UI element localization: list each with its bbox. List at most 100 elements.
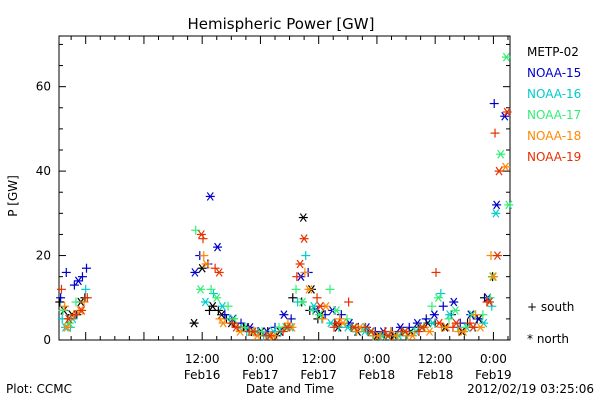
- y-tick-label: 60: [36, 80, 51, 94]
- north-marker: [315, 301, 325, 311]
- marker-stroke: [190, 318, 198, 328]
- north-marker: [213, 242, 223, 252]
- south-marker: [300, 267, 310, 277]
- north-marker: [189, 318, 199, 328]
- marker-stroke: [502, 162, 510, 172]
- north-marker: [491, 208, 501, 218]
- south-marker: [55, 297, 65, 307]
- south-marker: [82, 263, 92, 273]
- north-marker: [196, 230, 206, 239]
- north-marker: [231, 322, 241, 332]
- marker-stroke: [426, 327, 433, 336]
- marker-stroke: [424, 318, 432, 328]
- marker-stroke: [350, 322, 358, 332]
- south-marker: [81, 284, 91, 294]
- south-marker: [431, 267, 441, 277]
- north-marker: [218, 318, 228, 328]
- legend-entry: NOAA-18: [527, 129, 581, 143]
- marker-stroke: [435, 318, 443, 328]
- north-marker: [429, 310, 439, 320]
- marker-stroke: [333, 318, 341, 328]
- legend-entry: NOAA-19: [527, 150, 581, 164]
- north-marker: [400, 327, 410, 336]
- marker-stroke: [316, 310, 323, 320]
- marker-stroke: [214, 242, 222, 252]
- south-marker: [70, 310, 80, 320]
- north-marker: [496, 149, 506, 159]
- marker-stroke: [413, 318, 421, 328]
- marker-stroke: [430, 310, 438, 320]
- marker-stroke: [409, 331, 416, 341]
- south-marker: [69, 280, 79, 290]
- marker-stroke: [249, 327, 257, 336]
- south-marker: [489, 99, 499, 109]
- plot-frame: [58, 35, 511, 341]
- south-marker: [448, 322, 458, 332]
- south-marker: [215, 314, 225, 324]
- marker-stroke: [492, 208, 500, 218]
- marker-stroke: [429, 318, 437, 328]
- north-marker: [417, 322, 427, 332]
- marker-stroke: [344, 322, 352, 332]
- north-marker: [488, 272, 498, 282]
- south-marker: [56, 293, 66, 303]
- marker-stroke: [206, 192, 214, 201]
- marker-stroke: [375, 331, 383, 341]
- marker-stroke: [253, 331, 261, 341]
- north-marker: [205, 192, 215, 201]
- marker-stroke: [236, 327, 244, 336]
- marker-stroke: [503, 107, 511, 117]
- marker-stroke: [63, 322, 71, 332]
- marker-stroke: [446, 310, 454, 320]
- south-marker: [490, 128, 500, 138]
- south-marker: [312, 293, 322, 303]
- marker-stroke: [232, 322, 240, 332]
- south-marker: [77, 272, 87, 282]
- south-marker: [427, 301, 437, 311]
- south-marker: [210, 263, 220, 273]
- plot-timestamp: 2012/02/19 03:25:06: [467, 382, 594, 396]
- x-tick-label-date: Feb18: [359, 368, 396, 382]
- north-marker: [62, 322, 72, 332]
- south-marker: [278, 327, 288, 337]
- north-marker: [458, 327, 468, 336]
- north-marker: [425, 327, 435, 336]
- marker-stroke: [191, 268, 199, 277]
- marker-stroke: [469, 322, 477, 332]
- north-marker: [279, 310, 289, 320]
- north-marker: [297, 297, 307, 307]
- marker-stroke: [345, 318, 353, 328]
- y-tick-label: 20: [36, 249, 51, 263]
- south-marker: [58, 305, 68, 315]
- north-marker: [77, 306, 87, 315]
- x-tick-label-time: 0:00: [480, 352, 507, 366]
- marker-stroke: [476, 322, 484, 332]
- legend: METP-02 NOAA-15 NOAA-16 NOAA-17 NOAA-18 NOAA-…: [527, 45, 581, 346]
- marker-stroke: [283, 322, 291, 332]
- series-noaa-15: [56, 99, 510, 337]
- south-marker: [257, 327, 267, 337]
- series-noaa-16: [57, 208, 501, 341]
- marker-stroke: [197, 284, 205, 294]
- south-marker: [61, 267, 71, 277]
- x-tick-label-time: 12:00: [418, 352, 453, 366]
- south-marker: [292, 272, 302, 282]
- marker-stroke: [443, 322, 450, 332]
- marker-stroke: [452, 318, 460, 328]
- marker-stroke: [65, 314, 73, 324]
- north-marker: [502, 107, 512, 117]
- legend-north: * north: [527, 332, 569, 346]
- north-marker: [408, 331, 418, 341]
- marker-stroke: [266, 331, 274, 341]
- south-marker: [71, 297, 81, 307]
- marker-stroke: [209, 301, 217, 311]
- north-marker: [298, 213, 308, 222]
- north-marker: [265, 331, 275, 341]
- north-marker: [501, 162, 511, 172]
- north-marker: [451, 318, 461, 328]
- marker-stroke: [339, 318, 347, 328]
- marker-stroke: [418, 322, 426, 332]
- north-marker: [299, 234, 309, 244]
- south-marker: [301, 251, 311, 261]
- south-marker: [60, 301, 70, 311]
